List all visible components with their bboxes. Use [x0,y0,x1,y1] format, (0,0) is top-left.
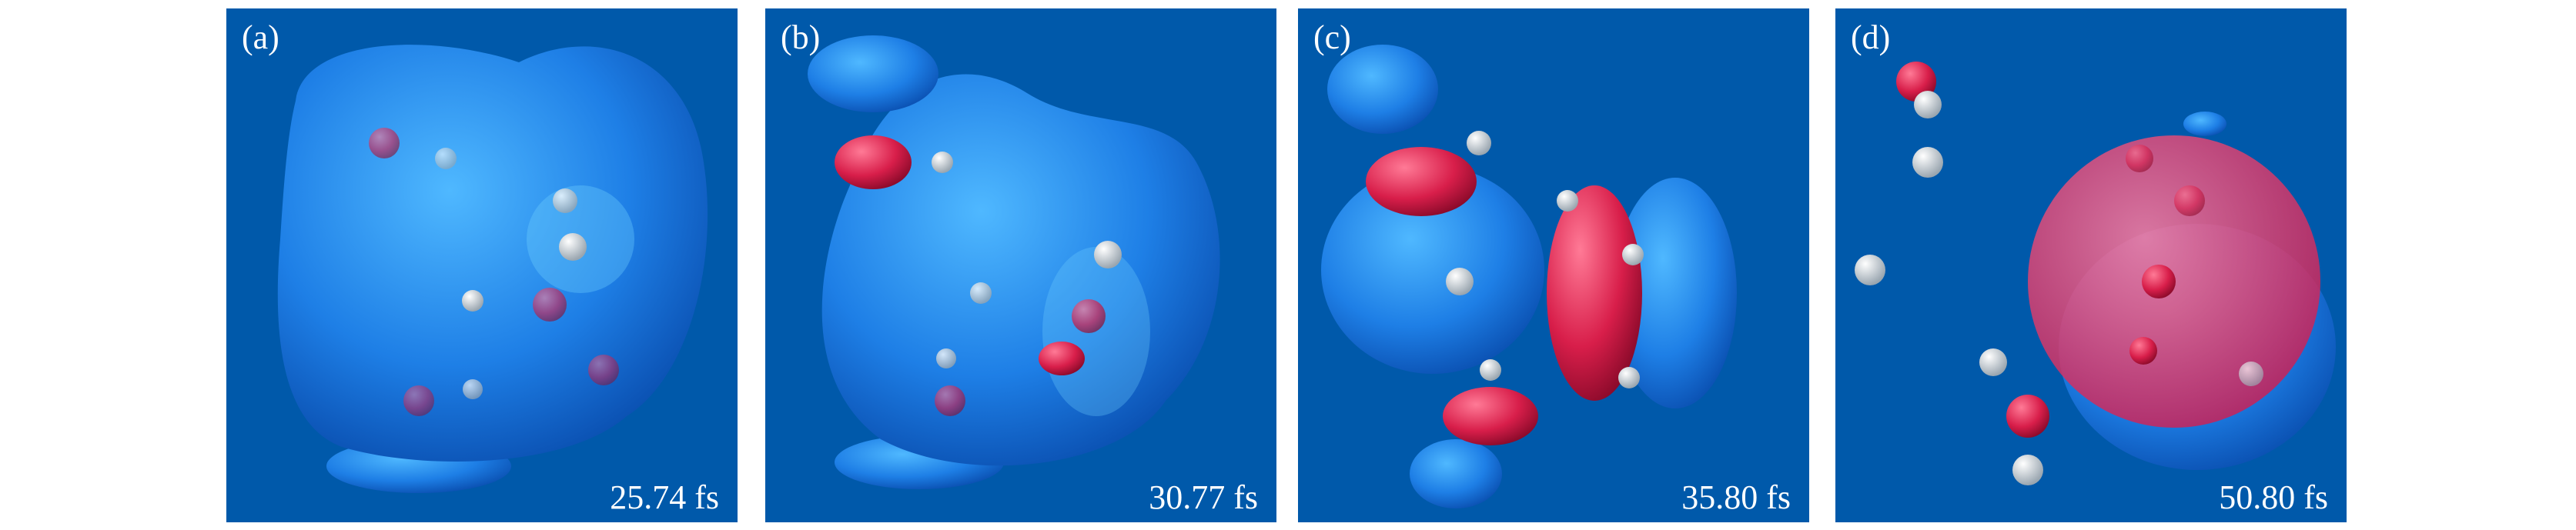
atom [2239,362,2263,386]
atom [1446,268,1474,295]
orbital-lobe [821,74,1220,466]
atom [1557,190,1578,212]
atom [2142,265,2176,298]
time-label: 35.80 fs [1681,478,1791,516]
orbital-lobe [277,45,708,462]
panel-label: (d) [1851,18,1890,56]
time-label: 50.80 fs [2219,478,2328,516]
time-label: 25.74 fs [610,478,719,516]
orbital-lobe [835,135,912,189]
atom [2006,395,2049,438]
atom [1912,147,1943,178]
atom [553,188,577,213]
atom [463,379,483,399]
atom [935,385,965,416]
atom [1480,359,1501,381]
panel-d: (d) 50.80 fs [1835,8,2347,522]
orbital-lobe [1410,439,1502,508]
atom [559,233,587,261]
atom [1622,244,1644,265]
atom [1979,348,2007,376]
orbital-lobe [1039,342,1085,375]
atom [369,128,400,158]
atom [932,152,953,173]
orbital-lobe [1614,178,1737,408]
atom [936,348,956,368]
panel-c: (c) 35.80 fs [1298,8,1809,522]
atom [403,385,434,416]
atom [1467,131,1491,155]
atom [2174,185,2205,216]
atom [588,355,619,385]
orbital-lobe [1327,45,1438,134]
atom [2012,455,2043,485]
atom [462,290,483,312]
orbital-lobe [808,35,938,112]
orbital-lobe [1366,147,1477,216]
highlight [1042,247,1150,416]
atom [533,288,567,322]
atom [2129,337,2157,365]
atom [435,148,457,169]
orbital-lobe [1443,387,1538,445]
atom [970,282,992,304]
orbital-lobe [1321,166,1544,374]
time-label: 30.77 fs [1149,478,1258,516]
panel-label: (b) [781,18,820,56]
orbital-lobe [2183,112,2226,136]
panel-a: (a) 25.74 fs [226,8,738,522]
atom [1914,91,1942,118]
atom [1855,255,1885,285]
atom [1618,367,1640,388]
atom [1072,299,1106,333]
atom [2126,145,2153,172]
atom [1094,241,1122,268]
panel-b: (b) 30.77 fs [765,8,1276,522]
orbital-lobe [1547,185,1642,401]
panel-label: (a) [242,18,279,56]
panel-label: (c) [1313,18,1351,56]
